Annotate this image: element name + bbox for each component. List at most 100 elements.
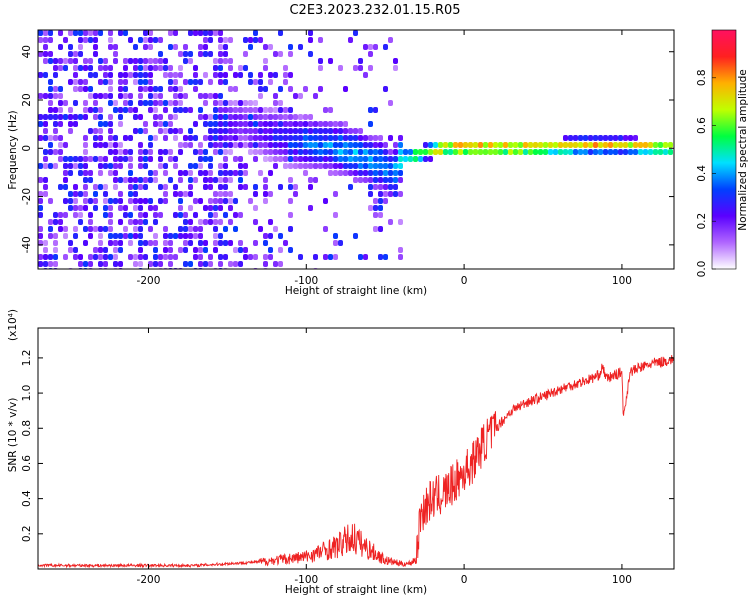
heatmap-cell (38, 226, 43, 232)
heatmap-cell (238, 170, 243, 176)
heatmap-cell (293, 128, 298, 134)
heatmap-cell (313, 254, 318, 260)
heatmap-cell (243, 100, 248, 106)
heatmap-cell (123, 100, 128, 106)
heatmap-cell (263, 261, 268, 267)
heatmap-cell (398, 177, 403, 183)
heatmap-cell (108, 170, 113, 176)
heatmap-cell (43, 37, 48, 43)
heatmap-cell (338, 128, 343, 134)
heatmap-cell (63, 212, 68, 218)
heatmap-cell (223, 226, 228, 232)
heatmap-cell (153, 107, 158, 113)
heatmap-cell (98, 128, 103, 134)
heatmap-cell (83, 261, 88, 267)
heatmap-cell (358, 254, 363, 260)
heatmap-cell (288, 114, 293, 120)
heatmap-cell (153, 65, 158, 71)
heatmap-cell (173, 156, 178, 162)
heatmap-cell (138, 128, 143, 134)
heatmap-cell (48, 79, 53, 85)
heatmap-cell (233, 135, 238, 141)
heatmap-cell (118, 261, 123, 267)
heatmap-cell (213, 149, 218, 155)
heatmap-cell (628, 149, 633, 155)
heatmap-cell (128, 177, 133, 183)
heatmap-cell (148, 79, 153, 85)
heatmap-cell (113, 233, 118, 239)
heatmap-cell (153, 86, 158, 92)
heatmap-cell (633, 149, 638, 155)
heatmap-cell (543, 149, 548, 155)
heatmap-cell (158, 86, 163, 92)
heatmap-cell (363, 170, 368, 176)
heatmap-cell (153, 247, 158, 253)
heatmap-cell (123, 177, 128, 183)
heatmap-cell (578, 149, 583, 155)
heatmap-cell (373, 44, 378, 50)
heatmap-cell (453, 142, 458, 148)
heatmap-cell (93, 114, 98, 120)
heatmap-cell (143, 177, 148, 183)
heatmap-cell (223, 254, 228, 260)
heatmap-cell (258, 37, 263, 43)
heatmap-cell (158, 93, 163, 99)
heatmap-cell (68, 163, 73, 169)
heatmap-cell (178, 51, 183, 57)
heatmap-cell (48, 93, 53, 99)
heatmap-cell (98, 114, 103, 120)
heatmap-cell (43, 240, 48, 246)
heatmap-cell (213, 128, 218, 134)
heatmap-cell (383, 198, 388, 204)
heatmap-cell (533, 142, 538, 148)
heatmap-cell (243, 135, 248, 141)
heatmap-cell (93, 93, 98, 99)
heatmap-cell (43, 114, 48, 120)
heatmap-cell (53, 163, 58, 169)
heatmap-cell (353, 65, 358, 71)
heatmap-cell (533, 149, 538, 155)
snr-x-ticks: -200 -100 0 100 (137, 328, 632, 586)
heatmap-cell (143, 100, 148, 106)
heatmap-cell (183, 170, 188, 176)
heatmap-cell (178, 107, 183, 113)
heatmap-cell (238, 184, 243, 190)
heatmap-cell (183, 191, 188, 197)
heatmap-cell (243, 247, 248, 253)
heatmap-cell (553, 142, 558, 148)
heatmap-cell (258, 107, 263, 113)
heatmap-cell (78, 156, 83, 162)
heatmap-cell (233, 156, 238, 162)
heatmap-cell (88, 72, 93, 78)
heatmap-cell (223, 170, 228, 176)
heatmap-cell (58, 100, 63, 106)
heatmap-cell (113, 142, 118, 148)
heatmap-cell (378, 254, 383, 260)
heatmap-cell (223, 184, 228, 190)
heatmap-cell (268, 44, 273, 50)
heatmap-cell (203, 261, 208, 267)
heatmap-cell (213, 212, 218, 218)
heatmap-cell (183, 142, 188, 148)
heatmap-cell (313, 128, 318, 134)
heatmap-cell (58, 212, 63, 218)
heatmap-cell (43, 58, 48, 64)
heatmap-cell (38, 114, 43, 120)
heatmap-cell (653, 149, 658, 155)
heatmap-cell (273, 226, 278, 232)
heatmap-cell (123, 65, 128, 71)
heatmap-cell (298, 163, 303, 169)
heatmap-cell (193, 247, 198, 253)
heatmap-cell (373, 226, 378, 232)
heatmap-cell (603, 142, 608, 148)
heatmap-cell (68, 30, 73, 36)
heatmap-cell (58, 149, 63, 155)
heatmap-cell (368, 44, 373, 50)
heatmap-cell (288, 156, 293, 162)
heatmap-cell (343, 149, 348, 155)
heatmap-cell (503, 149, 508, 155)
heatmap-cell (123, 205, 128, 211)
heatmap-cell (73, 163, 78, 169)
heatmap-cell (148, 100, 153, 106)
heatmap-cell (73, 233, 78, 239)
